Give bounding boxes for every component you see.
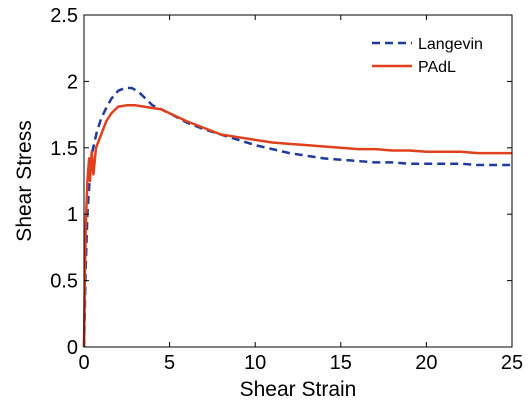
legend-label-langevin: Langevin — [418, 36, 483, 53]
x-tick-label: 20 — [415, 352, 437, 374]
ticks-layer: 0 5 10 15 20 25 0 0.5 1 1.5 2 2.5 — [50, 5, 523, 374]
plot-frame — [83, 14, 513, 348]
y-tick-label: 2 — [67, 71, 78, 93]
y-tick-label: 0.5 — [50, 271, 78, 293]
y-tick-label: 2.5 — [50, 5, 78, 27]
x-tick-label: 15 — [330, 352, 352, 374]
legend: Langevin PAdL — [366, 28, 506, 76]
series-layer — [82, 86, 512, 348]
x-axis-title: Shear Strain — [240, 378, 357, 401]
y-tick-label: 1 — [67, 204, 78, 226]
legend-box — [366, 28, 506, 76]
y-tick-label: 0 — [67, 337, 78, 359]
x-tick-label: 5 — [164, 352, 175, 374]
x-tick-label: 10 — [244, 352, 266, 374]
legend-label-padl: PAdL — [418, 59, 456, 76]
x-tick-label: 25 — [501, 352, 523, 374]
series-line-padl — [82, 104, 512, 348]
y-axis-title: Shear Stress — [13, 120, 36, 241]
y-tick-label: 1.5 — [50, 138, 78, 160]
x-tick-label: 0 — [78, 352, 89, 374]
